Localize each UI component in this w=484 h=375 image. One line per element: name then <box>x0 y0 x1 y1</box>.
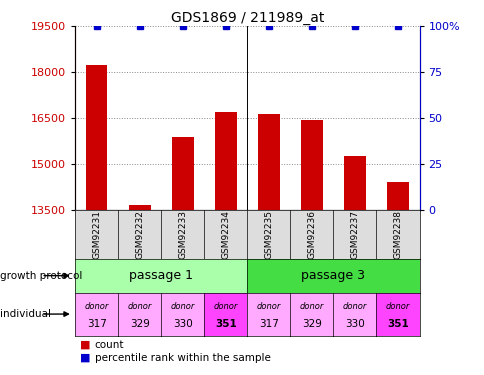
Text: GSM92233: GSM92233 <box>178 210 187 259</box>
Text: 317: 317 <box>87 318 106 328</box>
Text: GSM92234: GSM92234 <box>221 210 230 259</box>
Text: GSM92238: GSM92238 <box>393 210 402 259</box>
Bar <box>172 136 193 210</box>
Text: donor: donor <box>256 302 281 311</box>
Bar <box>344 156 365 210</box>
Text: 329: 329 <box>130 318 150 328</box>
Text: donor: donor <box>385 302 409 311</box>
Text: ■: ■ <box>80 353 91 363</box>
Text: 317: 317 <box>258 318 278 328</box>
Text: growth protocol: growth protocol <box>0 271 83 280</box>
Text: donor: donor <box>213 302 238 311</box>
Bar <box>386 183 408 210</box>
Text: 329: 329 <box>302 318 321 328</box>
Text: GSM92236: GSM92236 <box>307 210 316 259</box>
Text: percentile rank within the sample: percentile rank within the sample <box>94 353 270 363</box>
Text: passage 3: passage 3 <box>301 269 364 282</box>
Text: individual: individual <box>0 309 51 319</box>
Text: count: count <box>94 340 124 350</box>
Text: donor: donor <box>127 302 151 311</box>
Text: ■: ■ <box>80 340 91 350</box>
Bar <box>214 112 236 210</box>
Text: donor: donor <box>170 302 195 311</box>
Text: GSM92232: GSM92232 <box>135 210 144 259</box>
Text: 330: 330 <box>173 318 192 328</box>
Text: 330: 330 <box>345 318 364 328</box>
Text: GSM92231: GSM92231 <box>92 210 101 259</box>
Text: 351: 351 <box>214 318 236 328</box>
Bar <box>257 114 279 210</box>
Text: GSM92237: GSM92237 <box>350 210 359 259</box>
Title: GDS1869 / 211989_at: GDS1869 / 211989_at <box>170 11 323 25</box>
Text: donor: donor <box>299 302 323 311</box>
Text: GSM92235: GSM92235 <box>264 210 273 259</box>
Text: donor: donor <box>342 302 366 311</box>
Bar <box>301 120 322 210</box>
Text: passage 1: passage 1 <box>129 269 193 282</box>
Bar <box>86 64 107 210</box>
Text: 351: 351 <box>386 318 408 328</box>
Text: donor: donor <box>84 302 109 311</box>
Bar <box>129 206 150 210</box>
